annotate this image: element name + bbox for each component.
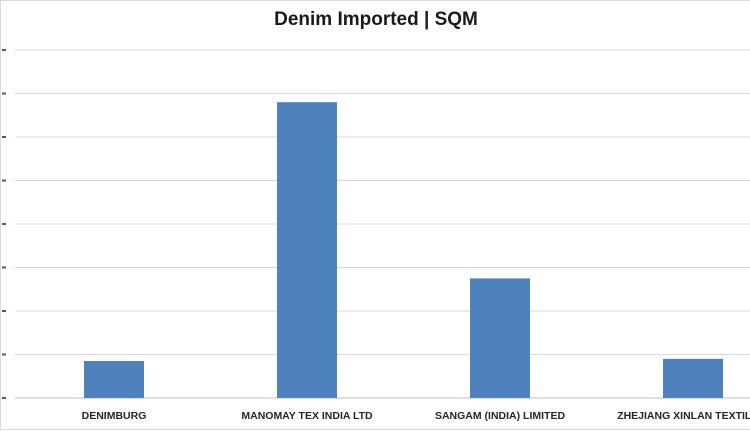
bar: [663, 358, 723, 398]
bar: [84, 361, 144, 398]
x-tick-labels: DENIMBURG MANOMAY TEX INDIA LTD SANGAM (IN…: [82, 410, 750, 422]
x-tick-label: SANGAM (INDIA) LIMITED: [435, 410, 565, 422]
x-tick-label: ZHEJIANG XINLAN TEXTILE C: [617, 410, 750, 422]
x-tick-label: DENIMBURG: [82, 410, 147, 422]
bar: [277, 102, 337, 398]
x-tick-label: MANOMAY TEX INDIA LTD: [241, 410, 373, 422]
gridlines: [2, 49, 750, 399]
chart-title: Denim Imported | SQM: [274, 9, 478, 30]
bar: [470, 278, 530, 398]
bars: [84, 102, 723, 398]
